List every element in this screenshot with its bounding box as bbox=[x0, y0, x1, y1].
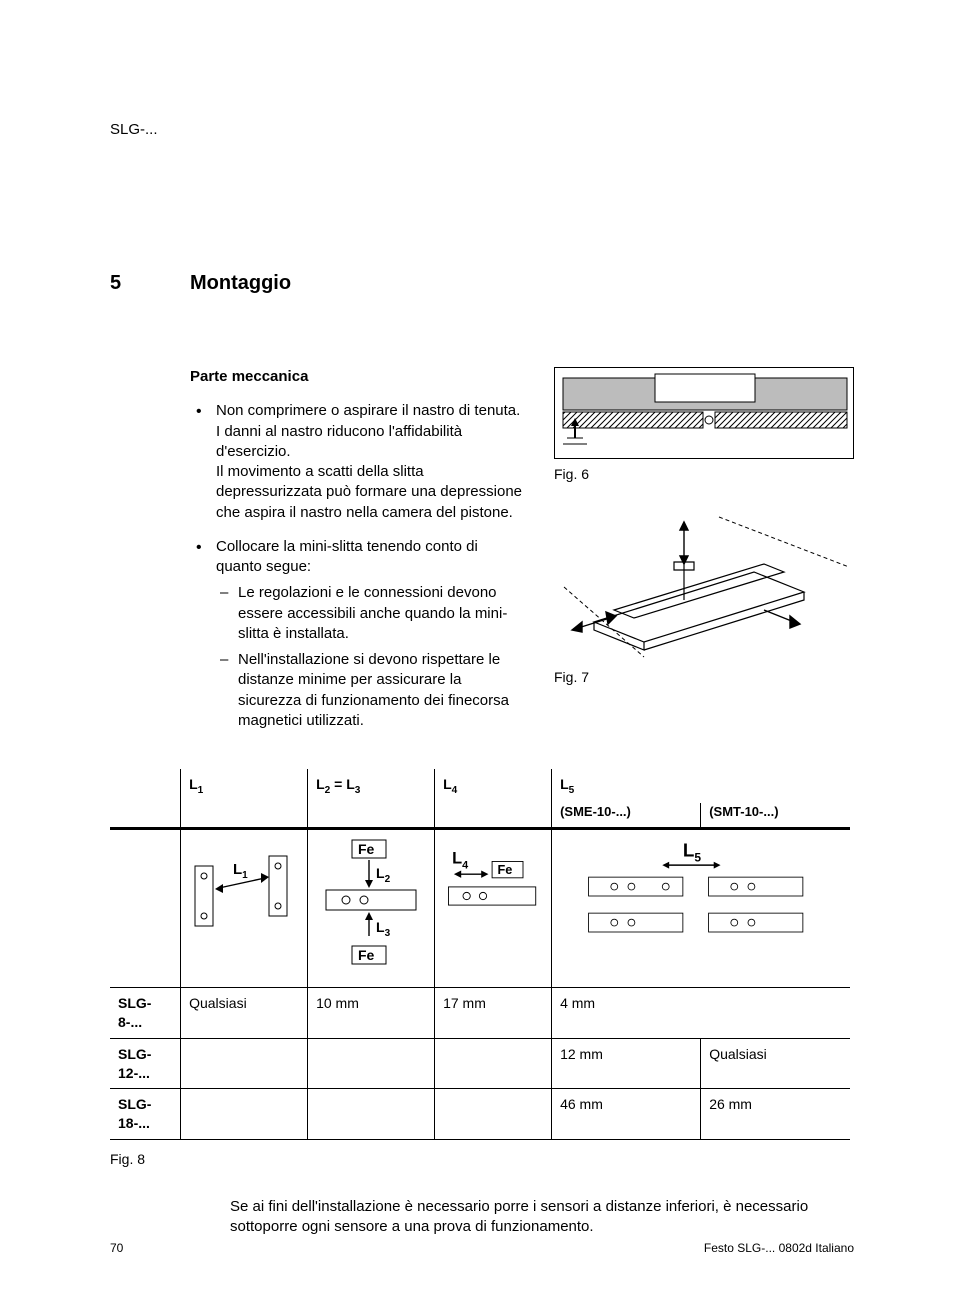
page-footer: 70 Festo SLG-... 0802d Italiano bbox=[110, 1240, 854, 1256]
dash-item: Nell'installazione si devono rispettare … bbox=[216, 650, 524, 731]
diagram-l5: L5 bbox=[552, 828, 850, 987]
row-label: SLG-8-... bbox=[110, 987, 181, 1038]
svg-text:Fe: Fe bbox=[498, 862, 513, 877]
diagram-l2l3: Fe L2 bbox=[308, 828, 435, 987]
bullet-continuation: Il movimento a scatti della slitta depre… bbox=[216, 463, 522, 521]
cell bbox=[181, 1038, 308, 1089]
body-columns: Parte meccanica Non comprimere o aspirar… bbox=[110, 367, 854, 745]
bullet-item: Collocare la mini-slitta tenendo conto d… bbox=[190, 537, 524, 731]
row-label: SLG-12-... bbox=[110, 1038, 181, 1089]
svg-text:Fe: Fe bbox=[358, 947, 375, 963]
cell: Qualsiasi bbox=[181, 987, 308, 1038]
cell: 10 mm bbox=[308, 987, 435, 1038]
diagram-l4: L4 Fe bbox=[435, 828, 552, 987]
table-subheader-smt: (SMT-10-...) bbox=[701, 803, 850, 828]
figure-6-caption: Fig. 6 bbox=[554, 465, 854, 484]
page: SLG-... 5 Montaggio Parte meccanica Non … bbox=[0, 0, 954, 1306]
distance-table: L1 L2 = L3 L4 L5 (SME-10-...) (SMT-10- bbox=[110, 769, 854, 1169]
cell bbox=[181, 1089, 308, 1140]
cell: 17 mm bbox=[435, 987, 552, 1038]
figure-column: Fig. 6 bbox=[554, 367, 854, 745]
subheading: Parte meccanica bbox=[190, 367, 524, 387]
figure-8-caption: Fig. 8 bbox=[110, 1150, 854, 1169]
dash-item: Le regolazioni e le connessioni devono e… bbox=[216, 583, 524, 644]
section-heading: 5 Montaggio bbox=[110, 270, 854, 297]
svg-text:Fe: Fe bbox=[358, 841, 375, 857]
figure-7 bbox=[554, 512, 854, 662]
diagram-l1: L1 bbox=[181, 828, 308, 987]
table-header-blank bbox=[110, 769, 181, 803]
bullet-text: Collocare la mini-slitta tenendo conto d… bbox=[216, 538, 478, 575]
section-number: 5 bbox=[110, 270, 190, 297]
bullet-list: Non comprimere o aspirare il nastro di t… bbox=[190, 401, 524, 731]
cell bbox=[308, 1089, 435, 1140]
table-header-l2l3: L2 = L3 bbox=[308, 769, 435, 828]
svg-text:L2: L2 bbox=[376, 865, 391, 885]
diagram-row-label bbox=[110, 828, 181, 987]
closing-paragraph: Se ai fini dell'installazione è necessar… bbox=[230, 1197, 850, 1238]
cell: 12 mm bbox=[552, 1038, 701, 1089]
cell: 26 mm bbox=[701, 1089, 850, 1140]
text-column: Parte meccanica Non comprimere o aspirar… bbox=[190, 367, 524, 745]
table-header-l1: L1 bbox=[181, 769, 308, 828]
svg-text:L1: L1 bbox=[233, 861, 248, 881]
table-row: SLG-8-... Qualsiasi 10 mm 17 mm 4 mm bbox=[110, 987, 850, 1038]
page-number: 70 bbox=[110, 1240, 123, 1256]
table-subheader-sme: (SME-10-...) bbox=[552, 803, 701, 828]
cell: 46 mm bbox=[552, 1089, 701, 1140]
cell bbox=[435, 1089, 552, 1140]
table-row: SLG-12-... 12 mm Qualsiasi bbox=[110, 1038, 850, 1089]
svg-text:L3: L3 bbox=[376, 919, 391, 939]
table-header-blank2 bbox=[110, 803, 181, 828]
table-header-l5: L5 bbox=[552, 769, 850, 803]
table-row: SLG-18-... 46 mm 26 mm bbox=[110, 1089, 850, 1140]
figure-7-caption: Fig. 7 bbox=[554, 668, 854, 687]
cell: Qualsiasi bbox=[701, 1038, 850, 1089]
bullet-text: Non comprimere o aspirare il nastro di t… bbox=[216, 402, 520, 460]
svg-text:L5: L5 bbox=[683, 840, 702, 865]
row-label: SLG-18-... bbox=[110, 1089, 181, 1140]
figure-6 bbox=[554, 367, 854, 459]
cell: 4 mm bbox=[552, 987, 850, 1038]
dash-list: Le regolazioni e le connessioni devono e… bbox=[216, 583, 524, 731]
svg-text:L4: L4 bbox=[452, 849, 468, 871]
bullet-item: Non comprimere o aspirare il nastro di t… bbox=[190, 401, 524, 523]
doc-id: Festo SLG-... 0802d Italiano bbox=[704, 1240, 854, 1256]
section-title: Montaggio bbox=[190, 270, 291, 297]
cell bbox=[435, 1038, 552, 1089]
running-header: SLG-... bbox=[110, 120, 158, 140]
cell bbox=[308, 1038, 435, 1089]
table-header-l4: L4 bbox=[435, 769, 552, 828]
